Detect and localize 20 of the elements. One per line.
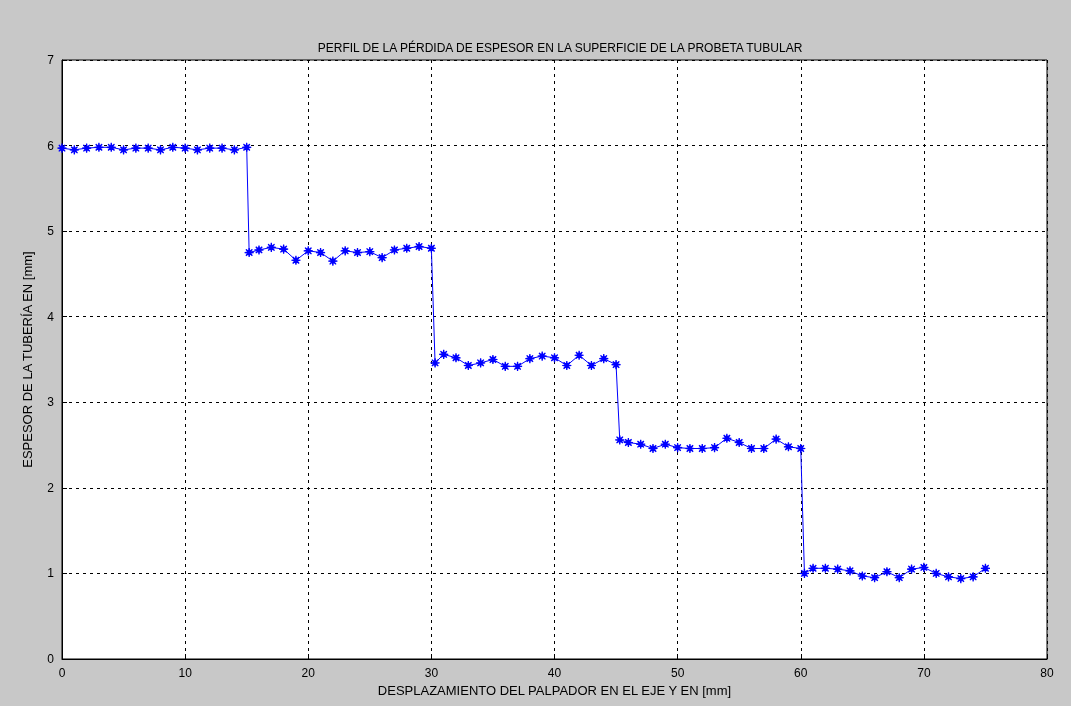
x-tick-label: 60 — [794, 666, 808, 680]
y-tick-label: 0 — [47, 652, 55, 666]
x-axis-title: DESPLAZAMIENTO DEL PALPADOR EN EL EJE Y EN [mm] — [377, 682, 732, 698]
y-tick-label: 2 — [47, 480, 55, 495]
y-tick-label: 1 — [47, 566, 55, 581]
y-tick-label: 4 — [47, 309, 55, 324]
x-tick-label: 70 — [917, 666, 931, 680]
chart-title: PERFIL DE LA PÉRDIDA DE ESPESOR EN LA SUPERFICIE DE LA PROBETA TUBULAR — [317, 40, 803, 55]
x-tick-label: 20 — [301, 666, 316, 680]
y-tick-label: 5 — [47, 224, 55, 239]
y-tick-label: 6 — [47, 138, 55, 153]
x-tick-label: 0 — [58, 666, 66, 680]
x-tick-label: 80 — [1040, 666, 1054, 680]
x-tick-label: 30 — [424, 666, 439, 680]
y-tick-label: 7 — [47, 53, 55, 67]
x-tick-label: 50 — [670, 666, 685, 680]
x-tick-label: 40 — [547, 666, 562, 680]
y-axis-title: ESPESOR DE LA TUBERÍA EN [mm] — [20, 251, 35, 468]
y-tick-label: 3 — [47, 395, 55, 410]
x-tick-label: 10 — [178, 666, 193, 680]
